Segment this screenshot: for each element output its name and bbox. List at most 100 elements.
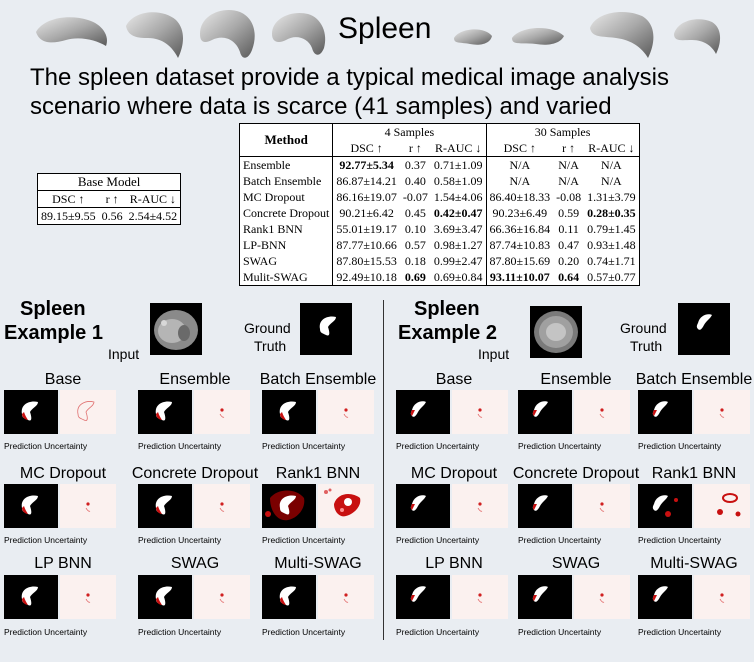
subheader: R-AUC ↓: [584, 140, 640, 157]
example2-gt-label-line1: Ground: [620, 320, 667, 336]
value-cell: 0.40: [404, 174, 426, 188]
panel-caption: Prediction Uncertainty: [638, 627, 722, 637]
value-cell: N/A: [485, 173, 554, 189]
example1-panel: [138, 484, 254, 528]
example1-panel: [138, 575, 254, 619]
example2-panel: [396, 390, 512, 434]
value-cell: 90.23±6.49: [485, 205, 554, 221]
method-label: Concrete Dropout: [512, 465, 640, 482]
prediction-image: [262, 575, 316, 619]
table-row: Batch Ensemble 86.87±14.21 0.40 0.58±1.09 N/…: [240, 173, 640, 189]
group-30-samples: 30 Samples: [485, 123, 640, 140]
uncertainty-image: [194, 484, 250, 528]
value-cell: 0.20: [558, 254, 580, 268]
example2-title-line1: Spleen: [414, 298, 480, 320]
uncertainty-image: [318, 484, 374, 528]
method-cell: Batch Ensemble: [243, 174, 322, 188]
example2-panel: [518, 575, 634, 619]
value-cell: 86.40±18.33: [485, 189, 554, 205]
method-label: SWAG: [551, 555, 601, 572]
value-cell: 0.18: [404, 254, 426, 268]
group-4-samples: 4 Samples: [332, 123, 486, 140]
value-cell: 3.69±3.47: [433, 222, 483, 236]
example1-panel: [4, 390, 120, 434]
method-cell: Ensemble: [243, 158, 291, 172]
value-cell: 0.74±1.71: [587, 254, 636, 268]
example1-panel: [4, 575, 120, 619]
prediction-image: [518, 390, 572, 434]
method-label: LP BNN: [425, 555, 483, 572]
example2-panel: [518, 484, 634, 528]
prediction-image: [638, 484, 692, 528]
prediction-image: [638, 575, 692, 619]
value-cell: 0.47: [558, 238, 580, 252]
method-header: Method: [239, 123, 333, 157]
panel-caption: Prediction Uncertainty: [262, 627, 346, 637]
value-cell: 87.74±10.83: [485, 237, 554, 253]
prediction-image: [396, 390, 450, 434]
subheader: r ↑: [553, 140, 585, 157]
prediction-image: [138, 484, 192, 528]
example2-input-label: Input: [478, 346, 510, 362]
spleen-render-7: [590, 12, 654, 58]
value-cell: 87.77±10.66: [332, 237, 400, 253]
value-cell: 92.49±10.18: [332, 269, 400, 286]
panel-caption: Prediction Uncertainty: [638, 441, 722, 451]
base-model-caption: Base Model: [37, 173, 181, 191]
value-cell: N/A: [558, 158, 579, 172]
table-row: LP-BNN 87.77±10.66 0.57 0.98±1.27 87.74±10.8…: [240, 237, 640, 253]
prediction-image: [4, 484, 58, 528]
value-cell: 0.69±0.84: [433, 270, 483, 284]
base-value-dsc: 89.15±9.55: [41, 209, 96, 223]
method-label: SWAG: [170, 555, 220, 572]
example2-gt-label-line2: Truth: [630, 338, 663, 354]
method-label: Base: [435, 371, 473, 388]
uncertainty-image: [694, 390, 750, 434]
value-cell: 87.80±15.69: [485, 253, 554, 269]
value-cell: -0.07: [402, 190, 428, 204]
table-row: Ensemble 92.77±5.34 0.37 0.71±1.09 N/A N/A N/A: [240, 156, 640, 173]
method-label: Base: [44, 371, 82, 388]
example1-input-label: Input: [108, 346, 140, 362]
prediction-image: [518, 484, 572, 528]
uncertainty-image: [60, 390, 116, 434]
panel-caption: Prediction Uncertainty: [638, 535, 722, 545]
method-cell: LP-BNN: [243, 238, 287, 252]
method-label: Multi-SWAG: [274, 555, 362, 572]
value-cell: 0.71±1.09: [433, 158, 483, 172]
method-label: LP BNN: [34, 555, 92, 572]
value-cell: 0.11: [558, 222, 579, 236]
spleen-render-5: [454, 29, 492, 45]
uncertainty-image: [452, 484, 508, 528]
prediction-image: [138, 575, 192, 619]
value-cell: 66.36±16.84: [485, 221, 554, 237]
example1-panel: [262, 484, 378, 528]
example1-panel: [138, 390, 254, 434]
value-cell: 87.80±15.53: [332, 253, 400, 269]
panel-caption: Prediction Uncertainty: [396, 441, 480, 451]
base-value-r: 0.56: [101, 209, 123, 223]
value-cell: 86.87±14.21: [332, 173, 400, 189]
value-cell: 0.57: [404, 238, 426, 252]
table-row: SWAG 87.80±15.53 0.18 0.99±2.47 87.80±15.69 0…: [240, 253, 640, 269]
uncertainty-image: [194, 575, 250, 619]
value-cell: 86.16±19.07: [332, 189, 400, 205]
spleen-render-2: [126, 12, 183, 59]
example2-title-line2: Example 2: [398, 322, 497, 344]
base-header-r: r ↑: [98, 190, 126, 208]
page-title: Spleen: [338, 12, 432, 45]
method-cell: MC Dropout: [243, 190, 305, 204]
value-cell: 0.37: [404, 158, 426, 172]
dataset-description: The spleen dataset provide a typical med…: [30, 64, 670, 120]
value-cell: N/A: [485, 156, 554, 173]
value-cell: 0.93±1.48: [587, 238, 636, 252]
method-label: Ensemble: [159, 371, 231, 388]
example2-panel: [396, 484, 512, 528]
value-cell: 0.64: [558, 270, 580, 284]
uncertainty-image: [60, 575, 116, 619]
method-label: Rank1 BNN: [275, 465, 361, 482]
value-cell: N/A: [601, 158, 622, 172]
panel-caption: Prediction Uncertainty: [138, 441, 222, 451]
example2-ground-truth-image: [678, 303, 730, 355]
base-header-dsc: DSC ↑: [37, 190, 99, 208]
